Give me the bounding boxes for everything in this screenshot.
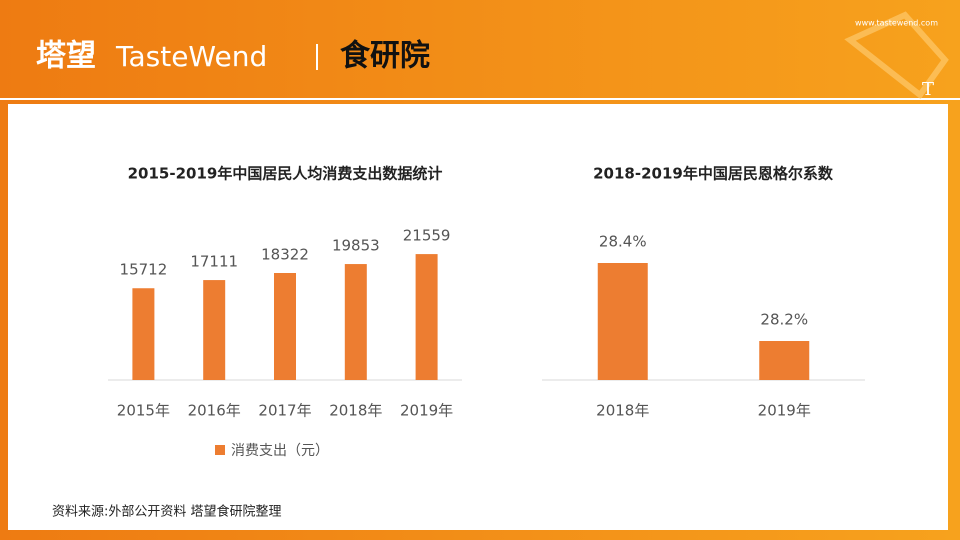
bar bbox=[759, 341, 810, 380]
logo-letter: T bbox=[922, 79, 934, 100]
x-tick-label: 2019年 bbox=[400, 402, 453, 420]
bar bbox=[132, 288, 155, 380]
data-label: 19853 bbox=[332, 237, 380, 255]
x-tick-label: 2019年 bbox=[758, 402, 811, 420]
data-label: 15712 bbox=[120, 261, 168, 279]
data-label: 28.2% bbox=[760, 311, 808, 329]
x-tick-label: 2016年 bbox=[188, 402, 241, 420]
data-label: 28.4% bbox=[599, 233, 647, 251]
legend-swatch bbox=[215, 445, 225, 455]
chart-title: 2015-2019年中国居民人均消费支出数据统计 bbox=[128, 165, 443, 183]
institute: 食研院 bbox=[340, 39, 430, 74]
bar bbox=[203, 280, 226, 380]
data-label: 17111 bbox=[190, 253, 238, 271]
logo-shape bbox=[844, 11, 949, 100]
bar bbox=[597, 263, 648, 380]
x-tick-label: 2017年 bbox=[258, 402, 311, 420]
legend-label: 消费支出（元） bbox=[231, 443, 329, 459]
x-tick-label: 2018年 bbox=[596, 402, 649, 420]
bar bbox=[274, 272, 296, 380]
data-label: 18322 bbox=[261, 245, 309, 263]
url: www.tastewend.com bbox=[855, 19, 938, 28]
brand: 塔望 bbox=[36, 39, 96, 74]
chart-title: 2018-2019年中国居民恩格尔系数 bbox=[593, 165, 834, 183]
x-tick-label: 2015年 bbox=[117, 402, 170, 420]
panel bbox=[8, 104, 948, 530]
x-tick-label: 2018年 bbox=[329, 402, 382, 420]
bar bbox=[415, 254, 438, 380]
data-label: 21559 bbox=[403, 227, 451, 245]
bar bbox=[344, 264, 367, 380]
source: 资料来源:外部公开资料 塔望食研院整理 bbox=[52, 504, 282, 520]
brand-en: TasteWend bbox=[115, 40, 267, 73]
